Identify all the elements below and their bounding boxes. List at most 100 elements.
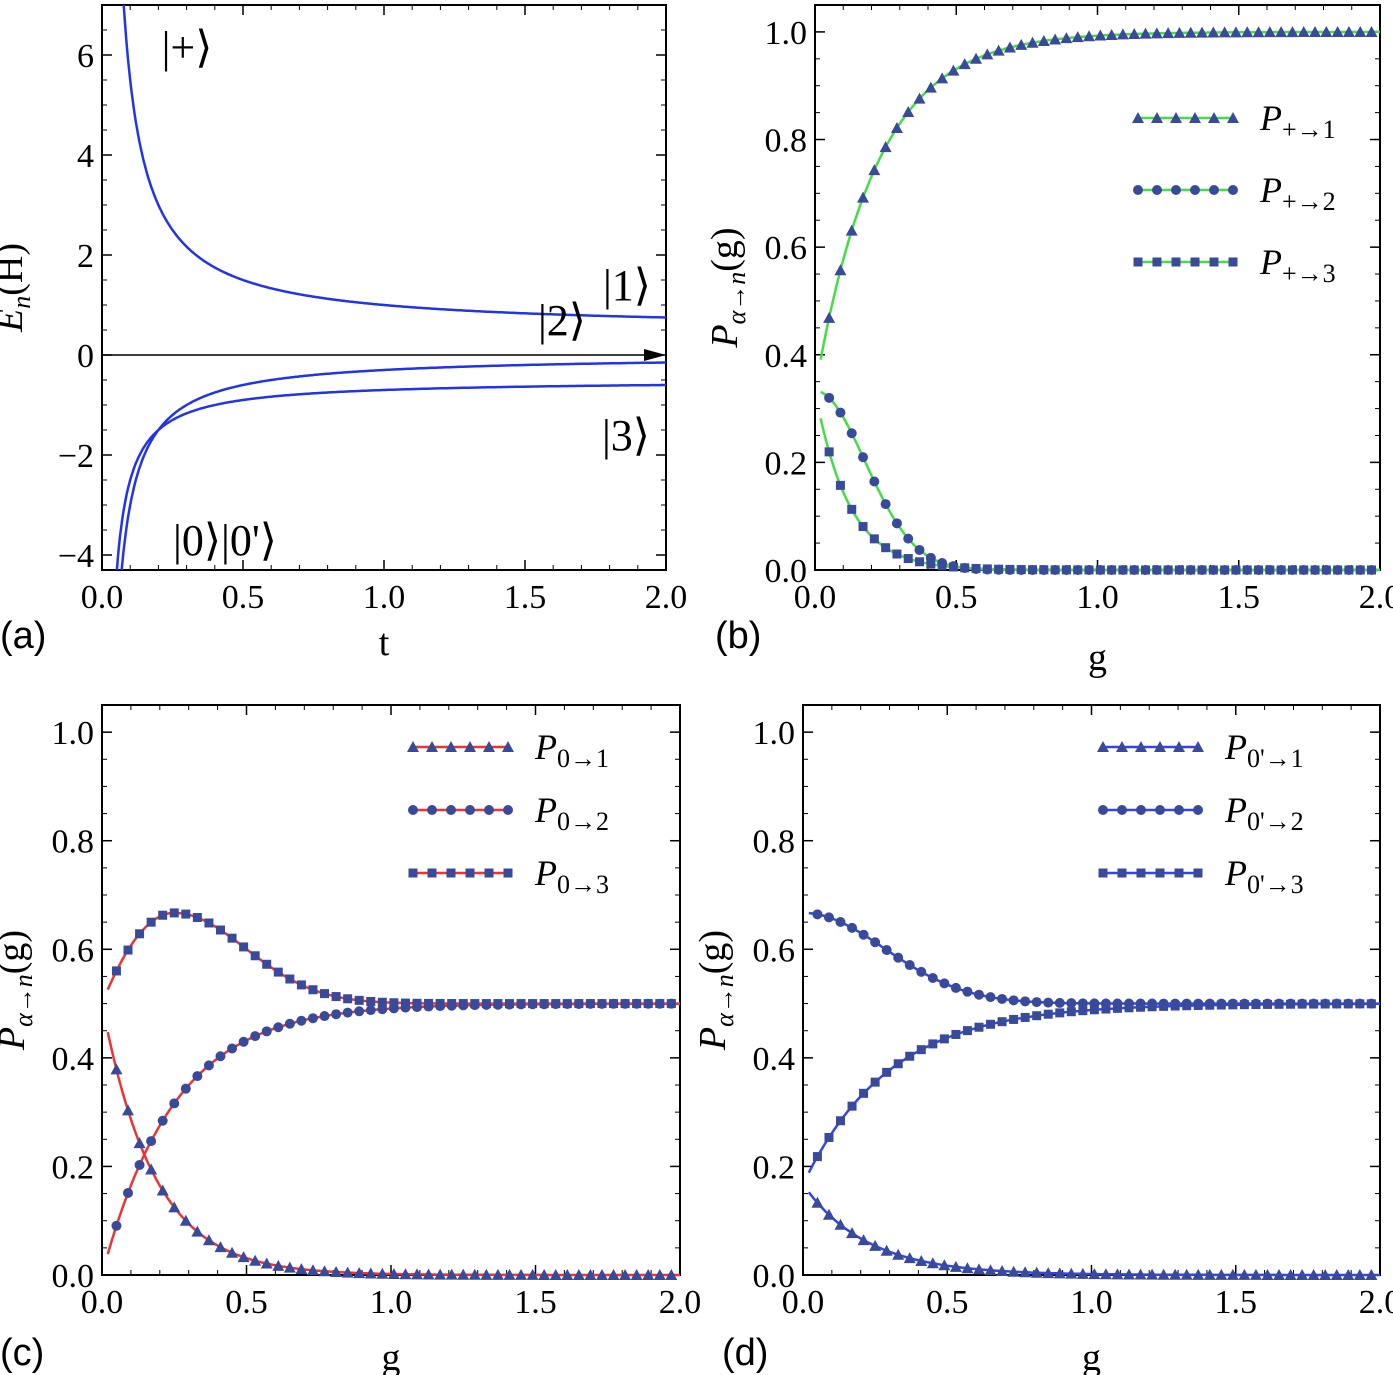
square-marker: [893, 1059, 903, 1069]
square-marker: [250, 951, 260, 961]
triangle-marker: [903, 1252, 916, 1264]
triangle-marker: [1071, 31, 1084, 43]
triangle-marker: [1330, 1268, 1343, 1280]
circle-marker: [1133, 185, 1143, 195]
y-axis-label-sub: α→n: [722, 272, 751, 325]
x-tick-label: 1.5: [1215, 1284, 1258, 1321]
triangle-marker: [880, 1244, 893, 1256]
triangle-marker: [1203, 1268, 1216, 1280]
triangle-marker: [202, 1234, 215, 1246]
square-marker: [1032, 1011, 1042, 1021]
circle-marker: [973, 989, 984, 1000]
triangle-marker: [958, 58, 971, 70]
circle-marker: [858, 452, 869, 463]
square-marker: [331, 992, 341, 1002]
triangle-marker: [483, 741, 495, 752]
square-marker: [465, 868, 475, 878]
triangle-marker: [984, 1264, 997, 1276]
triangle-marker: [1189, 112, 1201, 123]
plot-frame: [101, 4, 667, 571]
y-tick-label: 0.4: [52, 1041, 95, 1078]
y-tick-label: 4: [77, 138, 94, 175]
triangle-marker: [1105, 28, 1118, 40]
triangle-marker: [868, 164, 881, 176]
square-marker: [1276, 565, 1286, 575]
circle-marker: [1193, 805, 1203, 815]
triangle-marker: [595, 1268, 608, 1280]
square-marker: [1159, 1001, 1169, 1011]
square-marker: [892, 549, 902, 559]
triangle-marker: [1134, 1268, 1147, 1280]
circle-marker: [1054, 997, 1065, 1008]
triangle-marker: [191, 1225, 204, 1237]
square-marker: [1197, 565, 1207, 575]
square-marker: [204, 918, 214, 928]
square-marker: [1355, 999, 1365, 1009]
square-marker: [516, 999, 526, 1009]
legend-label: P0→1: [534, 727, 609, 773]
triangle-marker: [480, 1268, 493, 1280]
triangle-marker: [110, 1063, 123, 1075]
panel-a: 0.0 0.5 1.0 1.5 2.0 −4 −2 0 2 4 6 t (a) En(H) |+⟩ |2⟩ |1…: [0, 4, 687, 664]
square-marker: [928, 1039, 938, 1049]
triangle-marker: [1132, 112, 1144, 123]
circle-marker: [927, 973, 938, 984]
square-marker: [666, 999, 676, 1009]
square-marker: [135, 929, 145, 939]
triangle-marker: [306, 1264, 319, 1276]
y-axis-label: Pα→n(g): [704, 227, 751, 348]
triangle-marker: [1037, 34, 1050, 46]
square-marker: [937, 561, 947, 571]
y-tick-label: 0.8: [753, 824, 796, 861]
y-axis-label: En(H): [0, 243, 36, 333]
circle-marker: [1190, 185, 1200, 195]
circle-marker: [465, 805, 475, 815]
x-tick-label: 1.5: [1218, 579, 1261, 616]
triangle-marker: [834, 1218, 847, 1230]
triangle-marker: [1173, 26, 1186, 38]
zero-axis-arrow: [644, 349, 666, 361]
legend-label-main: P: [1224, 790, 1247, 830]
square-marker: [1101, 1004, 1111, 1014]
triangle-marker: [1227, 112, 1239, 123]
square-marker: [1193, 1000, 1203, 1010]
x-tick-label: 2.0: [1359, 579, 1393, 616]
square-marker: [1254, 565, 1264, 575]
square-marker: [215, 925, 225, 935]
y-tick-label: 0.8: [765, 123, 808, 160]
triangle-marker: [1157, 1268, 1170, 1280]
y-tick-label: 0.6: [765, 230, 808, 267]
circle-marker: [1020, 996, 1031, 1007]
square-marker: [146, 917, 156, 927]
circle-marker: [123, 1187, 134, 1198]
square-marker: [974, 1022, 984, 1032]
legend-label-main: P: [1224, 727, 1247, 767]
legend-label-sub: 0'→1: [1247, 744, 1304, 773]
triangle-marker: [295, 1263, 308, 1275]
triangle-marker: [1128, 28, 1141, 40]
circle-marker: [503, 805, 513, 815]
triangle-marker: [237, 1251, 250, 1263]
circle-marker: [180, 1083, 191, 1094]
ket-2: |2⟩: [538, 296, 586, 345]
x-tick-label: 0.0: [782, 1284, 825, 1321]
triangle-marker: [1173, 741, 1185, 752]
triangle-marker: [822, 1208, 835, 1220]
square-marker: [1228, 1000, 1238, 1010]
square-marker: [1366, 999, 1376, 1009]
y-tick-label: 0.4: [753, 1041, 796, 1078]
x-tick-label: 0.5: [225, 1284, 268, 1321]
triangle-marker: [1053, 1267, 1066, 1279]
square-marker: [1005, 564, 1015, 574]
series-line: [819, 418, 1380, 572]
triangle-marker: [133, 1137, 146, 1149]
legend-label-main: P: [534, 790, 557, 830]
square-marker: [343, 994, 353, 1004]
square-marker: [400, 998, 410, 1008]
circle-marker: [1152, 185, 1162, 195]
circle-marker: [846, 428, 857, 439]
y-axis-label-rest: (g): [704, 227, 746, 271]
circle-marker: [985, 992, 996, 1003]
square-marker: [1028, 565, 1038, 575]
triangle-marker: [1169, 1268, 1182, 1280]
